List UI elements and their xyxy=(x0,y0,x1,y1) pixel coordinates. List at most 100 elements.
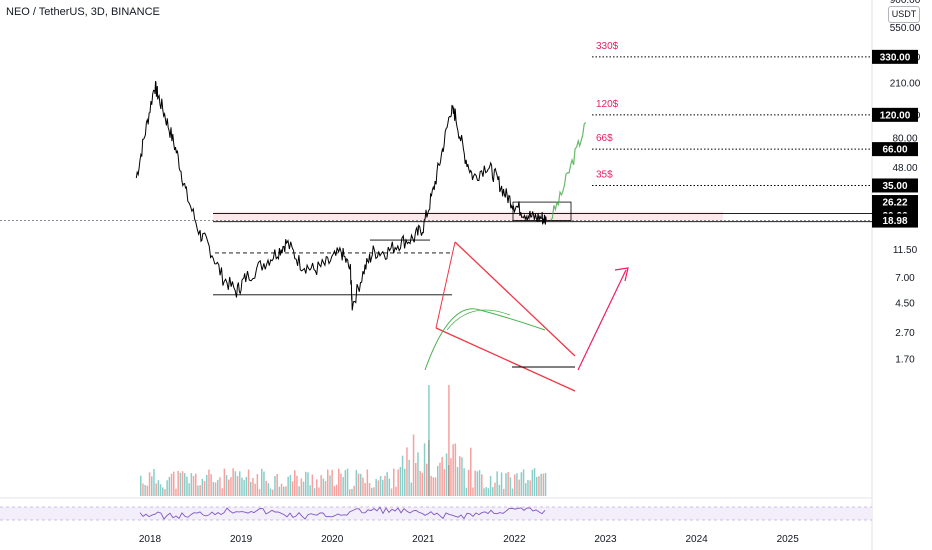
volume-bar xyxy=(208,469,210,496)
volume-bar xyxy=(346,468,349,496)
x-tick-label: 2019 xyxy=(230,534,253,545)
volume-bar xyxy=(294,470,296,496)
volume-bar xyxy=(430,475,432,496)
volume-bar xyxy=(168,476,171,496)
y-tick-label: 48.00 xyxy=(892,163,917,174)
volume-bar xyxy=(410,482,413,496)
volume-bar xyxy=(366,469,369,496)
volume-bar xyxy=(239,471,241,496)
volume-bar xyxy=(338,468,340,496)
price-level-value: 66.00 xyxy=(882,145,907,156)
volume-bar xyxy=(210,474,212,496)
volume-bar xyxy=(331,469,333,496)
volume-bar xyxy=(201,478,204,496)
chart-title: NEO / TetherUS, 3D, BINANCE xyxy=(6,6,160,18)
volume-bar xyxy=(518,479,520,496)
volume-bar xyxy=(278,486,281,496)
x-tick-label: 2023 xyxy=(594,534,617,545)
target-annotation: 330$ xyxy=(596,41,619,52)
projection-line xyxy=(550,122,587,221)
target-annotation: 35$ xyxy=(596,169,613,180)
target-arrow-head xyxy=(614,267,629,282)
rsi-line xyxy=(139,506,546,520)
volume-bar xyxy=(197,485,199,496)
volume-bar xyxy=(476,471,479,496)
volume-bar xyxy=(289,475,292,496)
wedge-upper-line xyxy=(454,241,576,357)
volume-bar xyxy=(177,470,179,496)
volume-bar xyxy=(302,481,305,496)
y-tick-label: 11.50 xyxy=(893,245,918,256)
volume-bar xyxy=(399,467,402,496)
volume-bar xyxy=(494,482,496,496)
volume-bar xyxy=(223,468,226,496)
volume-bar xyxy=(283,486,285,496)
volume-bar xyxy=(527,479,529,496)
volume-bar xyxy=(500,472,503,496)
volume-bar xyxy=(254,483,256,496)
volume-bar xyxy=(309,485,311,496)
volume-bar xyxy=(419,471,421,496)
volume-bar xyxy=(186,476,188,496)
volume-bar xyxy=(269,488,272,496)
volume-bar xyxy=(142,483,144,496)
price-level-value: 18.98 xyxy=(882,216,907,227)
volume-bar xyxy=(228,479,230,496)
target-annotation: 120$ xyxy=(596,99,619,110)
y-tick-label: 4.50 xyxy=(895,299,915,310)
volume-bar xyxy=(234,471,237,496)
y-tick-label: 1.70 xyxy=(895,354,915,365)
volume-bar xyxy=(483,488,485,496)
volume-bar xyxy=(144,485,146,496)
volume-bar xyxy=(393,468,395,496)
volume-bar xyxy=(298,486,300,496)
volume-bar xyxy=(179,472,182,496)
volume-bar xyxy=(241,477,243,496)
volume-bar xyxy=(461,457,463,496)
volume-bar xyxy=(199,485,201,496)
volume-bar xyxy=(384,475,386,496)
volume-bar xyxy=(456,467,459,496)
accumulation-zone xyxy=(213,211,723,221)
target-arrow-shaft xyxy=(577,269,627,371)
volume-bar xyxy=(320,475,322,496)
volume-bar xyxy=(386,472,388,496)
volume-bar xyxy=(206,475,208,496)
volume-bar xyxy=(401,455,404,496)
volume-bar xyxy=(538,476,540,496)
currency-badge[interactable]: USDT xyxy=(888,6,920,23)
volume-bar xyxy=(443,469,446,496)
y-tick-label: 7.00 xyxy=(895,273,915,284)
price-level-box xyxy=(872,142,918,157)
volume-bar xyxy=(375,479,377,496)
volume-bar xyxy=(395,486,397,496)
volume-bar xyxy=(406,447,408,496)
x-tick-label: 2024 xyxy=(685,534,708,545)
volume-bar xyxy=(349,489,351,496)
volume-bar xyxy=(333,486,336,496)
volume-bar xyxy=(335,484,338,496)
volume-spike xyxy=(428,385,430,496)
volume-bar xyxy=(362,477,364,496)
x-tick-label: 2018 xyxy=(139,534,162,545)
volume-bar xyxy=(203,481,206,496)
y-tick-label: 80.00 xyxy=(892,134,917,145)
volume-bar xyxy=(280,483,283,496)
volume-bar xyxy=(542,473,545,496)
volume-bar xyxy=(192,475,195,496)
volume-bar xyxy=(212,482,215,496)
wedge-left-line xyxy=(435,241,456,329)
y-tick-label: 900.00 xyxy=(890,0,921,6)
volume-bar xyxy=(487,488,490,496)
volume-bar xyxy=(507,472,509,496)
volume-bar xyxy=(285,486,287,496)
volume-bar xyxy=(313,488,316,496)
volume-bar xyxy=(437,465,439,496)
volume-bar xyxy=(318,487,320,496)
volume-bar xyxy=(181,471,184,496)
volume-bar xyxy=(485,487,487,496)
volume-bar xyxy=(478,470,481,496)
volume-bar xyxy=(533,468,536,496)
